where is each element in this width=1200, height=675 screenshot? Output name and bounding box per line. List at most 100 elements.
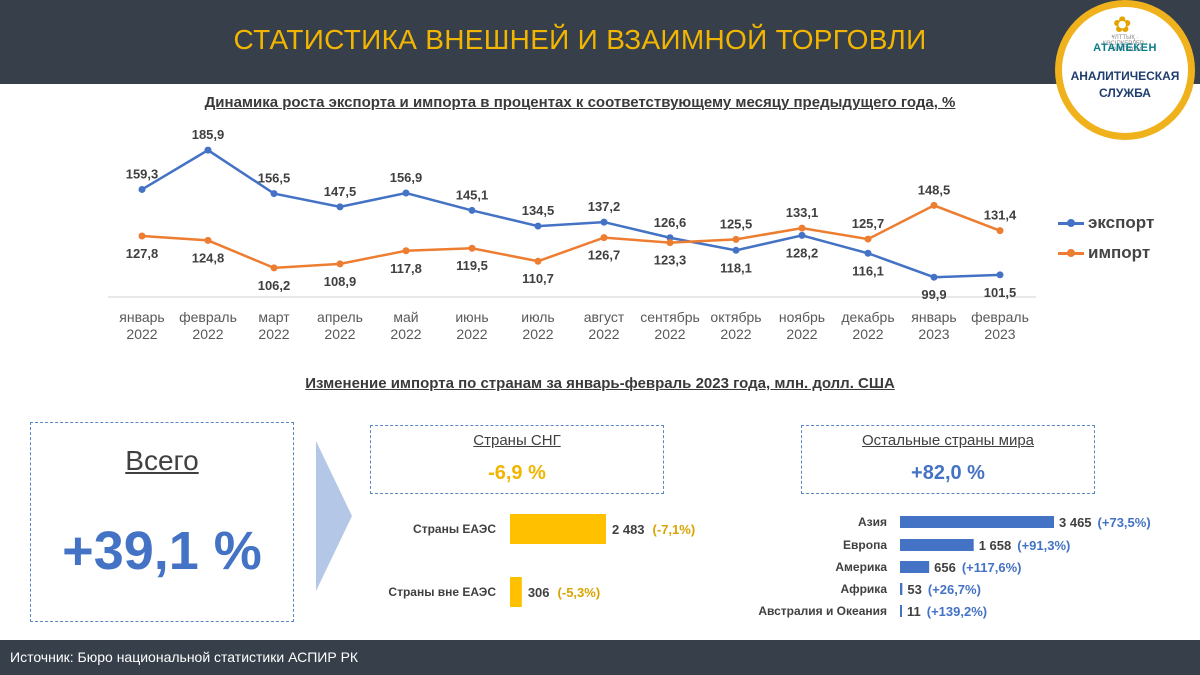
x-tick-month: август [584,309,625,325]
data-point [534,257,542,265]
data-point [930,201,938,209]
bar [510,577,522,607]
data-point [732,235,740,243]
series-line-import [141,204,1001,270]
x-tick-month: ноябрь [779,309,825,325]
x-tick-year: 2023 [918,326,949,342]
world-box-value: +82,0 % [911,462,985,484]
data-label-export: 147,5 [324,184,357,199]
data-label-export: 128,2 [786,245,819,260]
data-point [864,235,872,243]
bar [900,539,974,551]
x-tick-month: январь [911,309,956,325]
logo-brand-name: АТАМЕКЕН [1093,42,1157,54]
data-point [402,189,410,197]
data-point [270,190,278,198]
data-label-export: 118,1 [720,260,752,275]
data-point [798,224,806,232]
cis-box-value: -6,9 % [488,462,546,484]
data-point [666,234,674,242]
bar-category-label: Австралия и Океания [758,604,887,618]
data-point [204,236,212,244]
x-tick-year: 2022 [456,326,487,342]
bar-value-label: 1 658 (+91,3%) [979,538,1071,553]
x-tick-month: март [258,309,290,325]
data-label-import: 108,9 [324,274,357,289]
x-tick-month: май [393,309,418,325]
data-label-export: 159,3 [126,166,159,181]
legend-item-export: экспорт [1058,208,1154,238]
data-label-import: 117,8 [390,261,422,276]
logo-service-line2: СЛУЖБА [1099,86,1151,100]
data-label-import: 125,7 [852,216,885,231]
legend-import-label: импорт [1088,243,1151,262]
chevron-right-icon [316,441,352,591]
logo-service-line1: АНАЛИТИЧЕСКАЯ [1070,69,1180,83]
data-label-import: 125,5 [720,216,753,231]
world-box-title: Остальные страны мира [861,432,1035,449]
world-box [801,425,1095,494]
data-point [138,185,146,193]
data-label-export: 185,9 [192,127,225,142]
data-point [600,234,608,242]
x-tick-month: февраль [971,309,1029,325]
bar [900,605,902,617]
data-point [798,231,806,239]
bar-value-label: 3 465 (+73,5%) [1059,515,1151,530]
bar-value-label: 656 (+117,6%) [934,560,1021,575]
chart-legend: экспорт импорт [1058,208,1154,268]
x-tick-month: июнь [455,309,488,325]
x-tick-year: 2022 [852,326,883,342]
data-point [336,203,344,211]
data-label-import: 124,8 [192,250,225,265]
bar-category-label: Страны вне ЕАЭС [388,585,496,599]
x-tick-year: 2022 [720,326,751,342]
cis-box-title: Страны СНГ [473,432,561,449]
legend-import-marker [1058,248,1084,257]
x-tick-year: 2022 [786,326,817,342]
logo-service-name: АНАЛИТИЧЕСКАЯ СЛУЖБА [1064,68,1186,102]
data-label-import: 133,1 [786,205,819,220]
footer-bar: Источник: Бюро национальной статистики А… [0,640,1200,675]
bar [900,583,903,595]
data-label-export: 134,5 [522,203,555,218]
bar-category-label: Азия [858,515,887,529]
data-label-import: 126,7 [588,248,621,263]
data-point [468,206,476,214]
data-label-export: 145,1 [456,187,489,202]
line-chart-title: Динамика роста экспорта и импорта в проц… [204,94,956,111]
data-point [270,264,278,272]
cis-box [370,425,664,494]
x-tick-month: декабрь [841,309,894,325]
bar [900,516,1054,528]
data-point [996,271,1004,279]
data-point [930,273,938,281]
header-bar: СТАТИСТИКА ВНЕШНЕЙ И ВЗАИМНОЙ ТОРГОВЛИ [0,0,1200,84]
data-label-import: 106,2 [258,278,291,293]
bar-value-label: 306 (-5,3%) [528,585,600,600]
logo-small-text: ҰЛТТЫҚ · КӘСІПКЕРЛЕР · ПАЛАТАСЫ [1102,35,1148,53]
legend-export-label: экспорт [1088,213,1155,232]
x-tick-year: 2022 [522,326,553,342]
x-tick-month: февраль [179,309,237,325]
data-label-import: 119,5 [456,258,488,273]
bar-value-label: 2 483 (-7,1%) [612,522,695,537]
bar-value-label: 53 (+26,7%) [907,582,981,597]
bar-category-label: Америка [835,560,887,574]
data-point [864,249,872,257]
data-label-export: 156,5 [258,171,291,186]
legend-export-marker [1058,218,1084,227]
footer-source: Источник: Бюро национальной статистики А… [10,649,359,665]
data-label-export: 116,1 [852,263,884,278]
bar-category-label: Европа [843,538,887,552]
bar-category-label: Африка [840,582,887,596]
total-label: Всего [125,445,199,476]
data-label-import: 123,3 [654,253,687,268]
bar [900,561,930,573]
line-chart: январь2022февраль2022март2022апрель2022м… [108,127,1036,342]
data-label-import: 127,8 [126,246,159,261]
data-point [336,260,344,268]
data-label-export: 99,9 [921,287,946,302]
x-tick-month: октябрь [710,309,761,325]
x-tick-year: 2022 [390,326,421,342]
